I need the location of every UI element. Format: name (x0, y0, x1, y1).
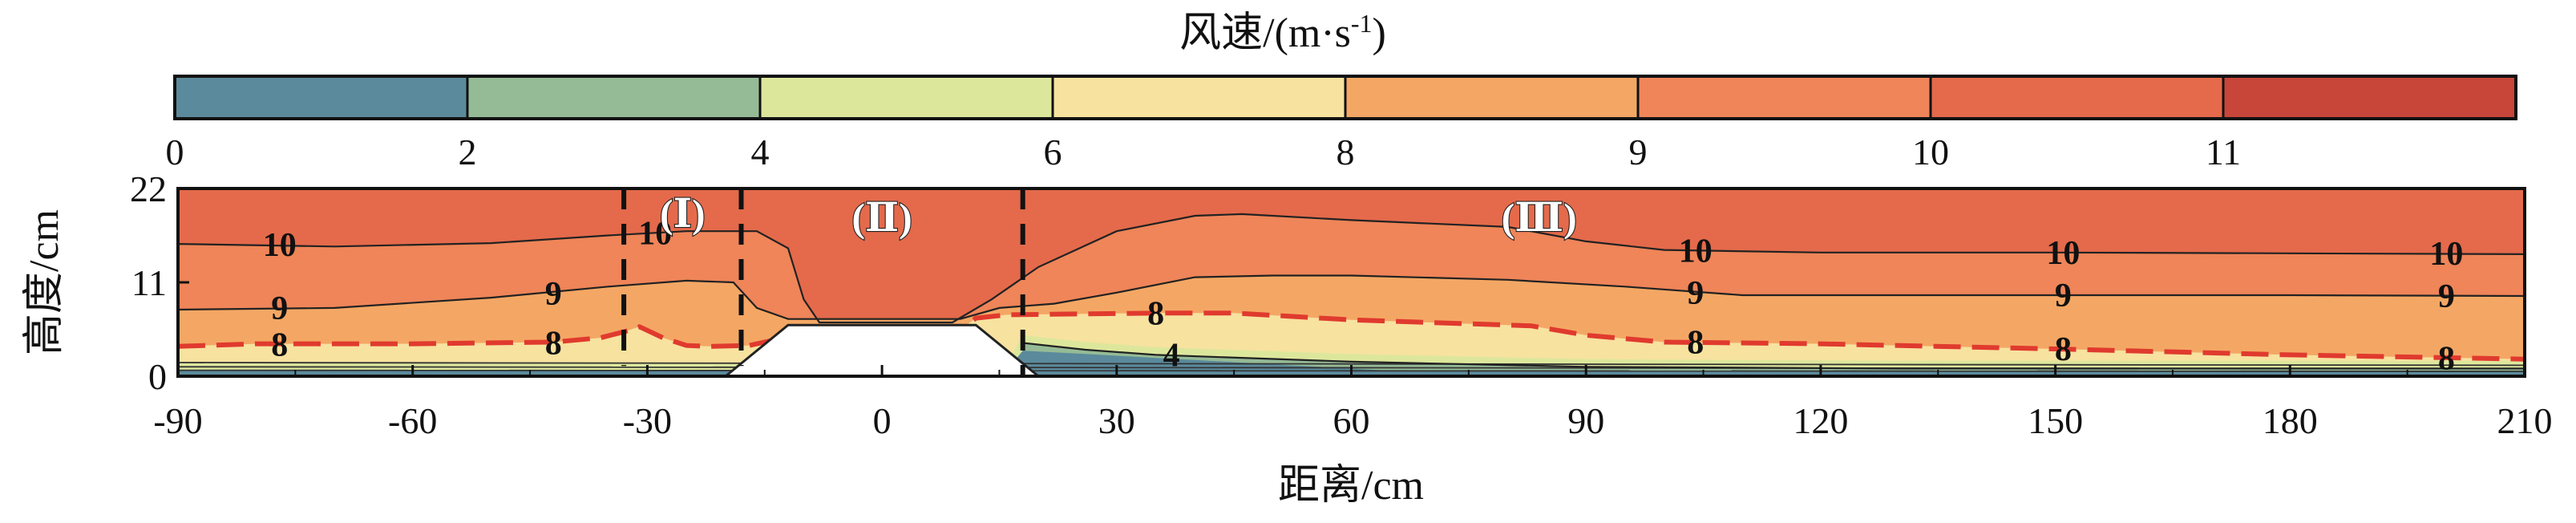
colorbar-label-2: 2 (459, 132, 477, 172)
colorbar-segment-6 (1929, 75, 2225, 120)
zone-label-2: (Ⅱ) (851, 195, 912, 240)
colorbar-segment-7 (2222, 75, 2517, 120)
contour-label-9-4: 9 (2438, 278, 2455, 315)
x-tick-label--30: -30 (623, 400, 672, 441)
contour-label-8-5: 8 (2438, 341, 2455, 378)
x-tick-label-120: 120 (1793, 400, 1848, 441)
plot-area: 10 10 10 10 109 9 9 9 98 888 8 84 (Ⅰ) (Ⅱ) (Ⅲ) -90 -60-… (130, 168, 2553, 441)
contour-label-10-2: 10 (1679, 233, 1713, 270)
colorbar-label-4: 4 (751, 132, 770, 172)
x-tick-label-180: 180 (2263, 400, 2318, 441)
contour-label-9-1: 9 (545, 276, 562, 313)
colorbar: 风速/(m·s-1) 0 2 4 6 8 9 10 11 (166, 9, 2517, 172)
contour-label-9-2: 9 (1687, 275, 1704, 312)
x-tick-label-30: 30 (1098, 400, 1135, 441)
contour-line-9 (178, 274, 2525, 320)
contour-label-10-3: 10 (2046, 235, 2080, 272)
colorbar-label-9: 9 (1629, 132, 1648, 172)
colorbar-segment-1 (466, 75, 762, 120)
zone-label-3: (Ⅲ) (1502, 195, 1577, 240)
contour-label-9-0: 9 (271, 290, 288, 327)
y-tick-label-11: 11 (131, 262, 167, 303)
colorbar-segment-4 (1344, 75, 1640, 120)
x-tick-label--90: -90 (153, 400, 202, 441)
x-tick-label-150: 150 (2028, 400, 2083, 441)
x-tick-label-210: 210 (2497, 400, 2553, 441)
y-tick-label-22: 22 (130, 168, 167, 209)
contour-label-8-0: 8 (271, 327, 288, 364)
colorbar-label-10: 10 (1912, 132, 1949, 172)
contour-label-8-2: 8 (1147, 295, 1164, 332)
colorbar-segment-2 (758, 75, 1054, 120)
contour-label-8-4: 8 (2055, 331, 2072, 368)
colorbar-segment-3 (1051, 75, 1347, 120)
colorbar-label-11: 11 (2206, 132, 2241, 172)
contour-label-10-4: 10 (2429, 236, 2463, 273)
y-tick-label-0: 0 (148, 356, 167, 397)
colorbar-label-8: 8 (1337, 132, 1355, 172)
contour-label-10-0: 10 (263, 227, 297, 264)
x-tick-label-0: 0 (873, 400, 892, 441)
x-tick-label--60: -60 (388, 400, 437, 441)
zone-label-1: (Ⅰ) (660, 191, 706, 236)
contour-label-4-0: 4 (1163, 337, 1180, 374)
contour-label-10-1: 10 (638, 215, 672, 252)
contour-label-9-3: 9 (2055, 278, 2072, 314)
contour-line-4 (1022, 342, 2525, 370)
colorbar-segment-5 (1636, 75, 1932, 120)
colorbar-segment-0 (173, 75, 469, 120)
colorbar-frame (173, 75, 2517, 120)
colorbar-title: 风速/(m·s-1) (1179, 9, 1386, 56)
y-axis-title: 高度/cm (22, 209, 67, 355)
contour-label-8-3: 8 (1687, 325, 1704, 362)
contour-label-8-1: 8 (545, 326, 562, 363)
colorbar-label-6: 6 (1044, 132, 1062, 172)
x-axis-title: 距离/cm (1278, 463, 1424, 509)
x-tick-label-90: 90 (1567, 400, 1604, 441)
surface-contour-line-0 (178, 362, 2525, 367)
contour-line-10 (178, 213, 2525, 324)
contour-line-8 (178, 310, 2525, 362)
colorbar-label-0: 0 (166, 132, 184, 172)
x-tick-label-60: 60 (1333, 400, 1370, 441)
